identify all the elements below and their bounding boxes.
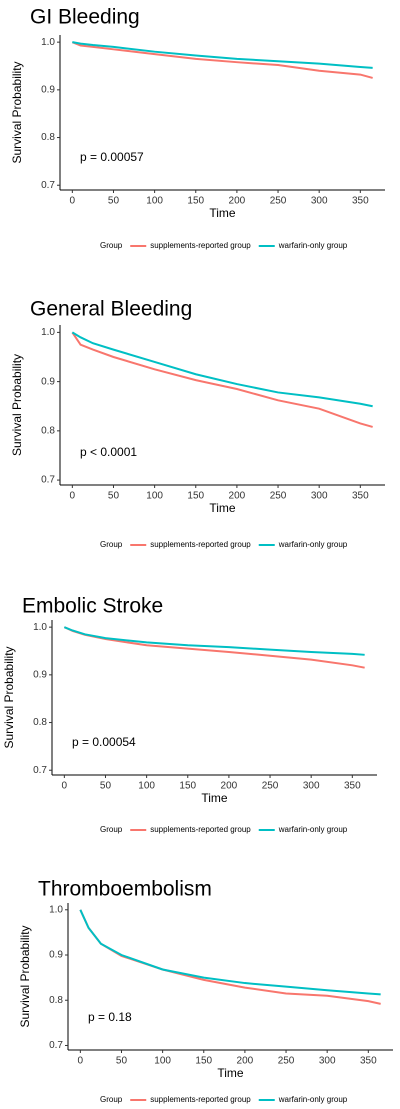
legend-title: Group [100, 241, 123, 250]
legend-label: warfarin-only group [278, 1095, 348, 1104]
x-tick-label: 300 [311, 491, 328, 502]
x-tick-label: 300 [303, 781, 320, 792]
legend-label: supplements-reported group [150, 540, 251, 549]
y-tick-label: 0.9 [41, 376, 55, 387]
survival-curve [71, 41, 373, 79]
x-tick-label: 100 [146, 491, 163, 502]
y-tick-label: 0.7 [41, 180, 55, 191]
survival-curve [79, 909, 381, 996]
p-value: p < 0.0001 [80, 445, 137, 459]
x-tick-label: 200 [237, 1056, 254, 1067]
x-tick-label: 0 [62, 781, 68, 792]
x-tick-label: 350 [352, 196, 369, 207]
x-axis-title: Time [209, 206, 236, 220]
x-axis-title: Time [217, 1066, 244, 1080]
x-tick-label: 50 [108, 491, 120, 502]
chart-title: GI Bleeding [30, 6, 140, 29]
x-tick-label: 0 [78, 1056, 84, 1067]
x-tick-label: 350 [360, 1056, 377, 1067]
x-tick-label: 150 [195, 1056, 212, 1067]
x-tick-label: 0 [70, 491, 76, 502]
legend-title: Group [100, 1095, 123, 1104]
x-tick-label: 0 [70, 196, 76, 207]
x-tick-label: 200 [221, 781, 238, 792]
x-tick-label: 250 [270, 196, 287, 207]
y-tick-label: 0.8 [41, 132, 55, 143]
x-tick-label: 300 [319, 1056, 336, 1067]
y-tick-label: 0.7 [41, 475, 55, 486]
y-tick-label: 0.9 [33, 669, 47, 680]
p-value: p = 0.00057 [80, 150, 144, 164]
y-tick-label: 0.8 [33, 717, 47, 728]
x-tick-label: 350 [344, 781, 361, 792]
legend-label: warfarin-only group [278, 540, 348, 549]
x-tick-label: 150 [187, 491, 204, 502]
survival-curve [71, 331, 373, 428]
survival-curve [71, 331, 373, 408]
y-tick-label: 1.0 [41, 327, 55, 338]
legend-title: Group [100, 540, 123, 549]
y-tick-label: 1.0 [33, 622, 47, 633]
x-tick-label: 250 [262, 781, 279, 792]
y-axis-title: Survival Probability [10, 354, 24, 456]
y-tick-label: 0.9 [41, 84, 55, 95]
survival-curve [63, 626, 365, 656]
x-tick-label: 250 [278, 1056, 295, 1067]
x-axis-title: Time [209, 501, 236, 515]
y-axis-title: Survival Probability [10, 61, 24, 163]
y-tick-label: 1.0 [41, 37, 55, 48]
legend-label: supplements-reported group [150, 825, 251, 834]
x-tick-label: 100 [154, 1056, 171, 1067]
x-tick-label: 350 [352, 491, 369, 502]
chart-title: Thromboembolism [38, 878, 212, 901]
y-axis-title: Survival Probability [18, 925, 32, 1027]
legend-label: supplements-reported group [150, 241, 251, 250]
legend-label: supplements-reported group [150, 1095, 251, 1104]
x-tick-label: 50 [108, 196, 120, 207]
x-tick-label: 250 [270, 491, 287, 502]
chart-title: Embolic Stroke [22, 595, 163, 618]
p-value: p = 0.18 [88, 1010, 132, 1024]
y-tick-label: 0.7 [49, 1040, 63, 1051]
legend-title: Group [100, 825, 123, 834]
y-tick-label: 0.9 [49, 950, 63, 961]
survival-curve [72, 41, 373, 69]
x-tick-label: 300 [311, 196, 328, 207]
x-tick-label: 150 [187, 196, 204, 207]
y-tick-label: 0.7 [33, 765, 47, 776]
x-tick-label: 50 [116, 1056, 128, 1067]
p-value: p = 0.00054 [72, 735, 136, 749]
legend-label: warfarin-only group [278, 825, 348, 834]
x-axis-title: Time [201, 791, 228, 805]
y-tick-label: 0.8 [41, 425, 55, 436]
x-tick-label: 200 [229, 491, 246, 502]
x-tick-label: 100 [146, 196, 163, 207]
y-tick-label: 0.8 [49, 995, 63, 1006]
legend-label: warfarin-only group [278, 241, 348, 250]
x-tick-label: 50 [100, 781, 112, 792]
y-tick-label: 1.0 [49, 904, 63, 915]
x-tick-label: 150 [179, 781, 196, 792]
x-tick-label: 100 [138, 781, 155, 792]
chart-title: General Bleeding [30, 298, 192, 321]
y-axis-title: Survival Probability [2, 646, 16, 748]
x-tick-label: 200 [229, 196, 246, 207]
